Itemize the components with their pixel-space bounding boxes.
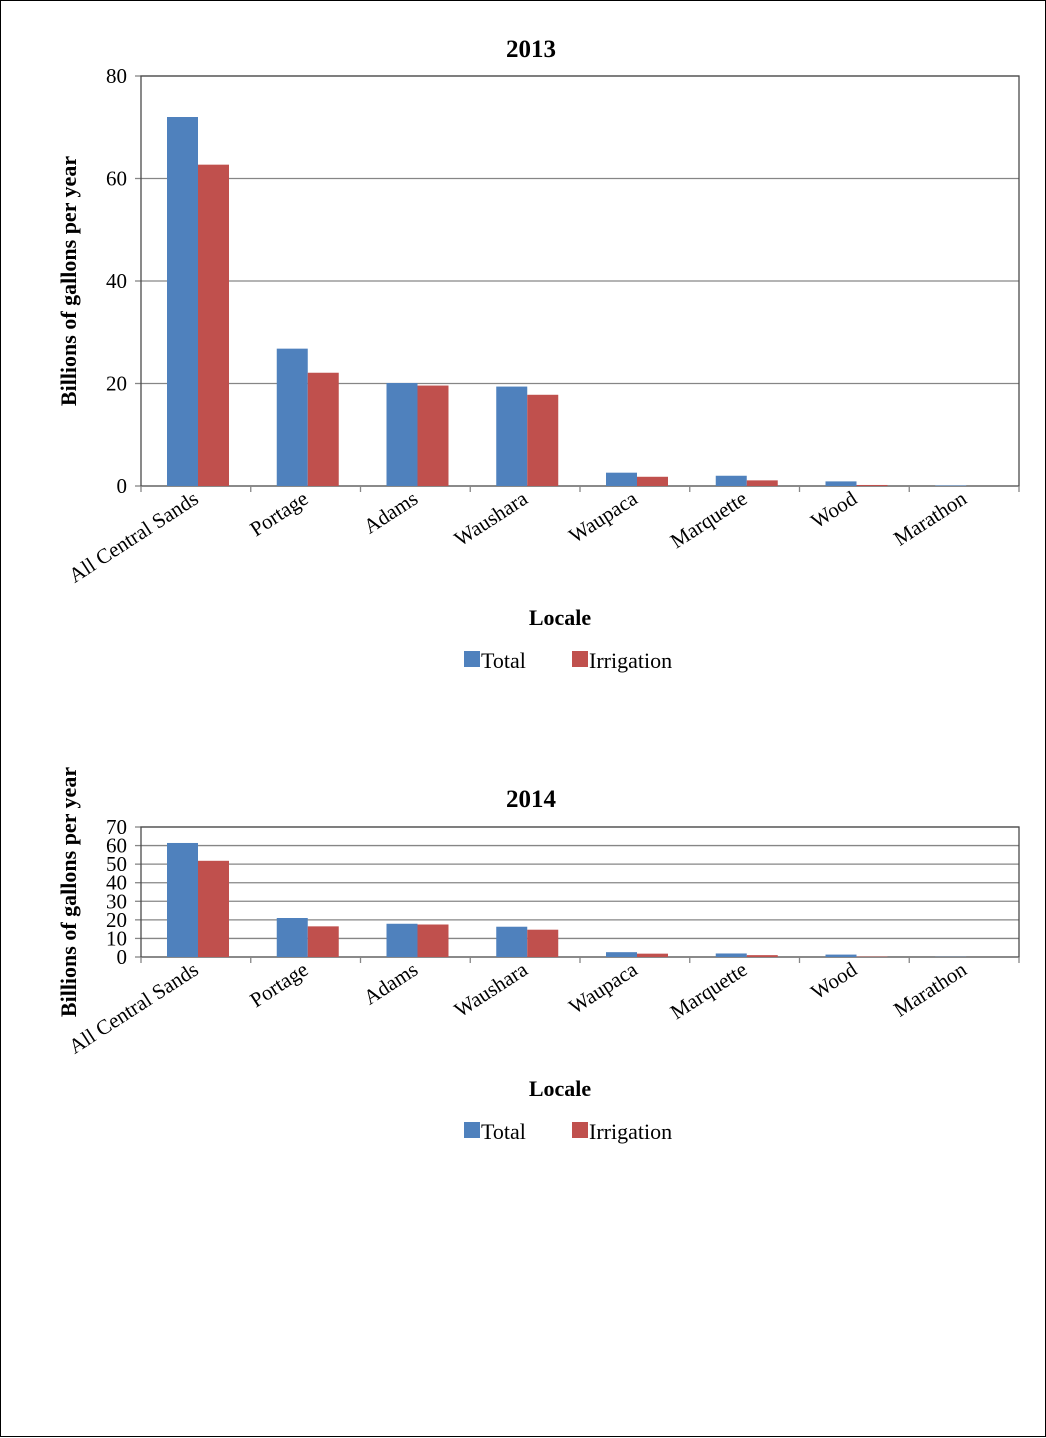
bar-irrigation (637, 477, 668, 486)
bar-total (716, 476, 747, 486)
category-label: Adams (359, 486, 422, 539)
bar-total (277, 918, 308, 957)
bar-total (496, 387, 527, 486)
category-label: Marathon (889, 957, 971, 1022)
bar-irrigation (747, 480, 778, 486)
y-tick-label: 20 (106, 372, 127, 396)
bar-total (606, 952, 637, 957)
legend-label-total: Total (481, 1119, 526, 1144)
bar-irrigation (857, 485, 888, 486)
bar-irrigation (418, 386, 449, 486)
x-axis-label: Locale (529, 1076, 592, 1101)
legend-swatch-total (464, 1122, 480, 1138)
bar-total (496, 927, 527, 957)
bar-total (167, 843, 198, 957)
category-label: All Central Sands (64, 486, 202, 587)
legend-swatch-irrigation (572, 1122, 588, 1138)
category-label: Wood (806, 957, 861, 1004)
category-label: Waupaca (564, 486, 642, 548)
bar-total (387, 383, 418, 486)
bar-total (606, 473, 637, 486)
y-axis-label: Billions of gallons per year (56, 767, 81, 1017)
chart-title: 2013 (506, 36, 556, 63)
bar-total (826, 955, 857, 957)
bar-irrigation (527, 395, 558, 486)
category-label: Portage (245, 486, 312, 541)
bar-irrigation (637, 954, 668, 957)
category-label: Wood (806, 486, 861, 533)
legend-label-irrigation: Irrigation (589, 648, 672, 673)
bar-irrigation (418, 925, 449, 958)
bar-irrigation (308, 373, 339, 486)
category-label: Waushara (450, 486, 533, 551)
bar-irrigation (198, 861, 229, 957)
bar-irrigation (198, 165, 229, 486)
bar-total (387, 924, 418, 957)
y-tick-label: 80 (106, 64, 127, 88)
y-tick-label: 70 (106, 815, 127, 839)
category-label: Marathon (889, 486, 971, 551)
y-tick-label: 40 (106, 269, 127, 293)
legend-label-total: Total (481, 648, 526, 673)
category-label: Portage (245, 957, 312, 1012)
legend-swatch-total (464, 651, 480, 667)
category-label: Marquette (666, 486, 751, 553)
legend-swatch-irrigation (572, 651, 588, 667)
chart-2013: 2013 0 20 40 60 80 All Central Sands Portage Ada… (1, 1, 1046, 721)
category-label: Marquette (666, 957, 751, 1024)
y-axis-label: Billions of gallons per year (56, 156, 81, 406)
category-label: All Central Sands (64, 957, 202, 1058)
y-tick-label: 0 (117, 474, 128, 498)
category-label: Waupaca (564, 957, 642, 1019)
bar-irrigation (308, 926, 339, 957)
bar-total (277, 349, 308, 486)
legend-label-irrigation: Irrigation (589, 1119, 672, 1144)
bar-total (826, 481, 857, 486)
plot-area (141, 827, 1019, 957)
bar-irrigation (747, 955, 778, 957)
bar-irrigation (527, 930, 558, 957)
category-label: Waushara (450, 957, 533, 1022)
bar-total (935, 485, 966, 486)
x-axis-label: Locale (529, 605, 592, 630)
y-tick-label: 60 (106, 167, 127, 191)
bar-total (167, 117, 198, 486)
category-label: Adams (359, 957, 422, 1010)
bar-total (716, 953, 747, 957)
chart-title: 2014 (506, 786, 557, 813)
